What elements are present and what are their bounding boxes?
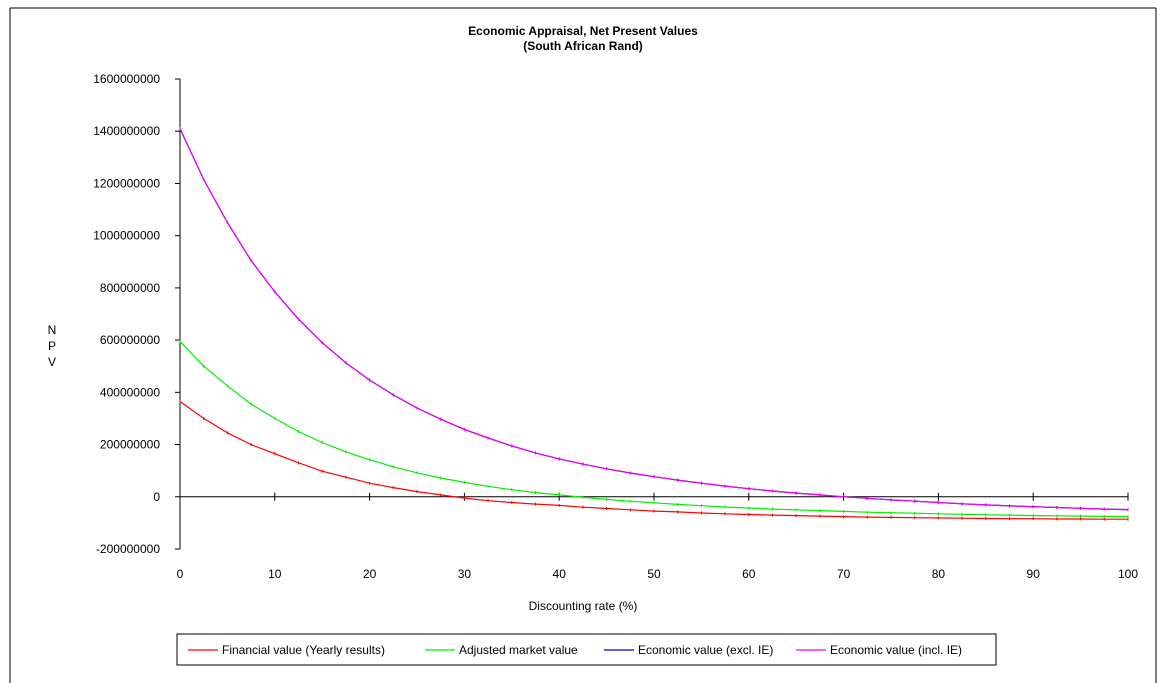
x-tick-label: 0 (177, 567, 184, 581)
y-tick-label: 1600000000 (93, 72, 160, 86)
series-line-3 (179, 128, 1129, 511)
legend-items: Financial value (Yearly results) Adjusted… (188, 643, 962, 657)
x-tick-label: 70 (837, 567, 851, 581)
x-tick-label: 30 (458, 567, 472, 581)
y-axis-label-letter: V (48, 355, 56, 369)
legend-label-3: Economic value (excl. IE) (638, 643, 773, 657)
x-tick-label: 50 (647, 567, 661, 581)
x-tick-label: 100 (1118, 567, 1138, 581)
y-axis-label-letter: P (48, 339, 56, 353)
legend-label-1: Financial value (Yearly results) (222, 643, 385, 657)
y-axis-label-letter: N (48, 323, 57, 337)
axes (179, 79, 1128, 549)
y-tick-label: 200000000 (100, 438, 160, 452)
chart-subtitle: (South African Rand) (523, 39, 643, 53)
y-tick-label: -200000000 (96, 542, 160, 556)
series-line-2 (179, 340, 1129, 518)
y-tick-label: 1000000000 (93, 229, 160, 243)
y-tick-label: 1200000000 (93, 176, 160, 190)
x-axis-label: Discounting rate (%) (529, 599, 638, 613)
x-tick-label: 20 (363, 567, 377, 581)
y-axis-ticks: -200000000 0 200000000 400000000 600000000 80… (93, 72, 180, 556)
legend: Financial value (Yearly results) Adjusted… (176, 633, 997, 666)
x-tick-label: 60 (742, 567, 756, 581)
series-lines (179, 127, 1129, 521)
y-tick-label: 0 (153, 490, 160, 504)
x-axis-ticks: 0 10 20 30 40 50 60 70 80 90 100 (177, 492, 1138, 581)
series-line-4 (179, 128, 1129, 511)
x-tick-label: 80 (932, 567, 946, 581)
y-tick-label: 600000000 (100, 333, 160, 347)
y-tick-label: 1400000000 (93, 124, 160, 138)
legend-box (176, 633, 997, 666)
chart-title: Economic Appraisal, Net Present Values (468, 24, 698, 38)
x-tick-label: 10 (268, 567, 282, 581)
legend-label-4: Economic value (incl. IE) (830, 643, 962, 657)
y-tick-label: 800000000 (100, 281, 160, 295)
y-axis-label: NPV (48, 323, 57, 369)
x-tick-label: 90 (1027, 567, 1041, 581)
x-tick-label: 40 (553, 567, 567, 581)
y-tick-label: 400000000 (100, 385, 160, 399)
legend-label-2: Adjusted market value (459, 643, 578, 657)
